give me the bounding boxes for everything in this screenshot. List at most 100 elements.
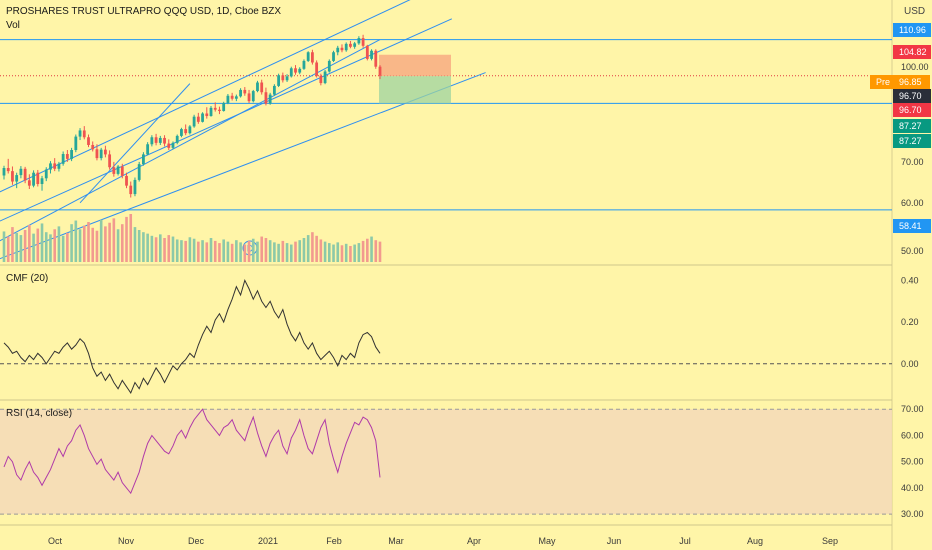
volume-bar bbox=[28, 224, 31, 262]
x-tick-label: Feb bbox=[326, 536, 342, 546]
candle-body bbox=[49, 163, 52, 170]
candle-body bbox=[6, 168, 10, 172]
candle-body bbox=[70, 150, 73, 159]
candle-body bbox=[277, 75, 281, 86]
candle-body bbox=[213, 107, 217, 110]
candle-body bbox=[319, 75, 323, 84]
volume-bar bbox=[230, 243, 234, 262]
volume-bar bbox=[344, 243, 348, 262]
candle-body bbox=[260, 82, 264, 93]
volume-bar bbox=[222, 239, 225, 262]
volume-bar bbox=[370, 236, 373, 262]
volume-bar bbox=[340, 245, 344, 262]
volume-bar bbox=[192, 238, 196, 262]
upper-channel-line bbox=[0, 0, 411, 193]
candle-body bbox=[184, 129, 188, 134]
cmf-tick-label: 0.40 bbox=[901, 275, 919, 285]
candle-body bbox=[103, 149, 107, 155]
volume-bar bbox=[289, 244, 293, 262]
volume-bar bbox=[44, 232, 48, 262]
candle-body bbox=[251, 91, 255, 102]
volume-bar bbox=[349, 246, 352, 262]
candle-body bbox=[11, 171, 14, 182]
volume-bar bbox=[374, 240, 378, 262]
candle-body bbox=[289, 68, 293, 77]
candle-body bbox=[327, 60, 331, 72]
currency-label[interactable]: USD bbox=[904, 6, 926, 17]
price-tag: 96.70 bbox=[893, 89, 931, 103]
volume-bar bbox=[61, 235, 65, 262]
candle-body bbox=[365, 45, 369, 59]
price-tick-label: 70.00 bbox=[901, 157, 924, 167]
volume-bar bbox=[273, 242, 276, 262]
volume-bar bbox=[366, 238, 369, 262]
candle-body bbox=[120, 166, 124, 176]
candle-body bbox=[234, 96, 238, 99]
volume-bar bbox=[357, 243, 361, 262]
candle-body bbox=[19, 168, 23, 176]
volume-bar bbox=[2, 231, 6, 262]
volume-bars bbox=[2, 214, 382, 262]
rsi-tick-label: 70.00 bbox=[901, 404, 924, 414]
candle-body bbox=[142, 154, 145, 165]
volume-bar bbox=[133, 227, 137, 262]
volume-bar bbox=[205, 242, 209, 262]
candle-body bbox=[150, 137, 154, 145]
candle-body bbox=[285, 76, 289, 81]
candle-body bbox=[108, 154, 112, 168]
candle-body bbox=[125, 175, 128, 186]
volume-bar bbox=[171, 236, 175, 262]
candle-body bbox=[116, 166, 120, 174]
volume-bar bbox=[319, 239, 323, 262]
volume-bar bbox=[281, 240, 285, 262]
candle-body bbox=[256, 82, 259, 92]
candle-body bbox=[239, 89, 242, 97]
volume-bar bbox=[112, 218, 116, 262]
volume-bar bbox=[302, 238, 306, 262]
candle-body bbox=[196, 116, 200, 122]
candle-body bbox=[315, 62, 319, 76]
volume-bar bbox=[120, 224, 124, 262]
candle-body bbox=[129, 185, 133, 195]
x-tick-label: Sep bbox=[822, 536, 838, 546]
volume-bar bbox=[99, 219, 103, 262]
price-tag-bg bbox=[893, 119, 931, 133]
volume-bar bbox=[57, 226, 61, 262]
price-tag-value: 104.82 bbox=[899, 47, 927, 57]
volume-bar bbox=[78, 229, 82, 262]
volume-bar bbox=[294, 241, 297, 262]
volume-bar bbox=[15, 232, 18, 262]
candle-body bbox=[171, 142, 175, 148]
volume-bar bbox=[323, 241, 327, 262]
volume-bar bbox=[378, 241, 382, 262]
price-tag-bg bbox=[893, 23, 931, 37]
candle-body bbox=[44, 169, 48, 179]
volume-bar bbox=[70, 224, 73, 262]
volume-bar bbox=[264, 238, 268, 262]
target-zone bbox=[379, 76, 451, 104]
volume-bar bbox=[277, 243, 280, 262]
price-tick-label: 60.00 bbox=[901, 198, 924, 208]
price-tag-value: 87.27 bbox=[899, 136, 922, 146]
price-tag-bg bbox=[893, 134, 931, 148]
candle-body bbox=[74, 136, 78, 151]
rsi-tick-label: 30.00 bbox=[901, 509, 924, 519]
volume-bar bbox=[239, 242, 242, 262]
volume-bar bbox=[353, 244, 356, 262]
candle-body bbox=[230, 95, 234, 99]
x-tick-label: Jul bbox=[679, 536, 691, 546]
candle-body bbox=[370, 50, 373, 59]
x-tick-label: May bbox=[538, 536, 556, 546]
price-tag-value: 58.41 bbox=[899, 221, 922, 231]
volume-bar bbox=[285, 243, 289, 262]
volume-bar bbox=[180, 240, 183, 262]
price-tick-label: 50.00 bbox=[901, 246, 924, 256]
candle-body bbox=[311, 52, 314, 63]
candle-body bbox=[281, 75, 285, 81]
candle-body bbox=[264, 92, 268, 104]
candle-body bbox=[209, 107, 213, 117]
candle-body bbox=[27, 180, 31, 186]
candle-body bbox=[23, 168, 27, 181]
price-tick-label: 100.00 bbox=[901, 62, 929, 72]
